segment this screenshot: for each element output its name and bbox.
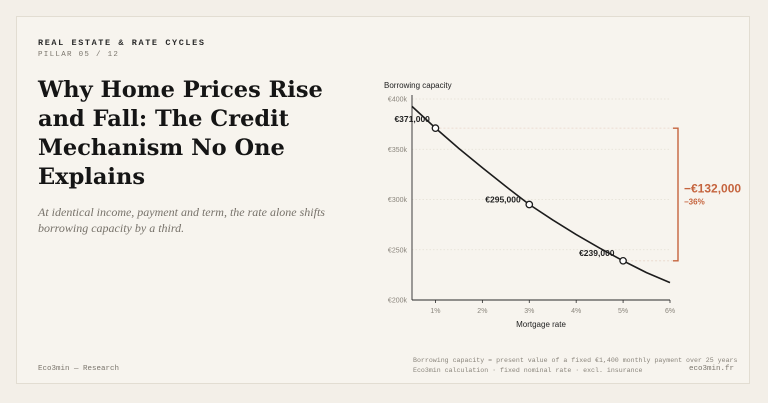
x-tick-label: 6% [665,308,675,315]
capacity-line [411,105,671,284]
card [16,16,750,384]
pillar-label: PILLAR 05 / 12 [38,51,120,59]
x-tick-label: 5% [618,308,628,315]
x-tick-label: 4% [571,308,581,315]
data-point [431,124,440,132]
x-tick-label: 3% [524,308,534,315]
y-tick-label: €350k [388,147,408,154]
section-kicker: REAL ESTATE & RATE CYCLES [38,38,206,48]
data-point [525,200,534,209]
footer-brand: Eco3min — Research [38,365,120,373]
difference-percent: −36% [684,197,705,206]
data-point-label: €239,000 [579,248,615,258]
footer-site: eco3min.fr [689,365,735,373]
footer-note-formula: Borrowing capacity = present value of a … [413,357,738,364]
y-tick-label: €300k [388,197,408,204]
footer-note-method: Eco3min calculation · fixed nominal rate… [413,367,643,374]
page-title: Why Home Prices Rise and Fall: The Credi… [38,77,323,190]
x-tick-label: 1% [430,308,440,315]
y-tick-label: €400k [388,97,408,104]
x-tick-label: 2% [477,308,487,315]
data-point-label: €371,000 [394,114,430,124]
difference-bracket [673,127,679,262]
data-point-label: €295,000 [485,195,521,205]
data-point [619,256,627,265]
x-axis-title: Mortgage rate [516,320,566,329]
grid [411,95,678,301]
y-tick-label: €200k [388,298,408,305]
difference-value: −€132,000 [684,181,741,195]
y-axis-title: Borrowing capacity [384,81,452,90]
page-subtitle: At identical income, payment and term, t… [38,205,325,235]
y-tick-label: €250k [388,247,408,254]
